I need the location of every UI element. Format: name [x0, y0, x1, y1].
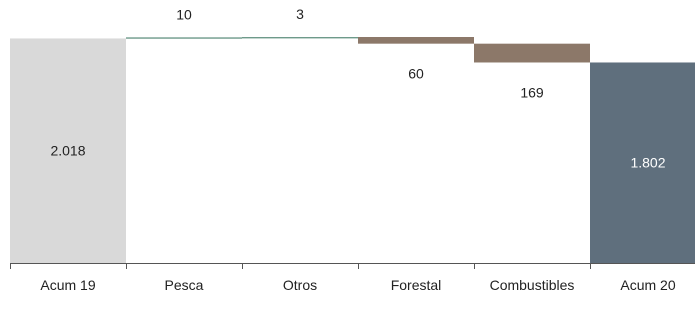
- category-label-acum-19: Acum 19: [40, 277, 95, 293]
- value-label-combustibles: 169: [520, 84, 544, 100]
- category-label-forestal: Forestal: [391, 277, 442, 293]
- value-label-acum-20: 1.802: [630, 155, 665, 171]
- value-label-otros: 3: [296, 6, 304, 22]
- value-label-forestal: 60: [408, 66, 424, 82]
- category-label-combustibles: Combustibles: [490, 277, 575, 293]
- bar-acum-20: [590, 62, 695, 264]
- bar-acum-19: [10, 38, 126, 263]
- bar-pesca: [126, 37, 242, 39]
- value-label-acum-19: 2.018: [50, 143, 85, 159]
- value-label-pesca: 10: [176, 6, 192, 22]
- bars-layer: [10, 37, 695, 264]
- category-label-acum-20: Acum 20: [620, 277, 675, 293]
- category-label-pesca: Pesca: [165, 277, 204, 293]
- x-axis: Acum 19 Pesca Otros Forestal Combustibles Acu…: [10, 263, 695, 293]
- bar-otros: [242, 37, 358, 39]
- category-label-otros: Otros: [283, 277, 317, 293]
- bar-combustibles: [474, 43, 590, 63]
- value-labels-layer: 2.018 10 3 60 169 1.802: [50, 6, 665, 171]
- bar-forestal: [358, 37, 474, 44]
